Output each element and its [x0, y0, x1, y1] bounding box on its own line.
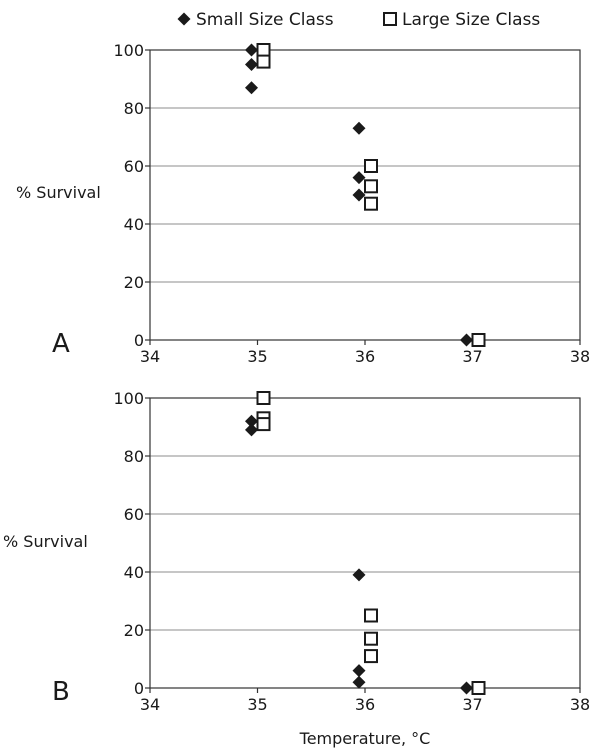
data-points [245, 391, 486, 695]
large-size-class-point [256, 417, 271, 432]
large-size-class-point [364, 649, 378, 664]
x-tick-label: 37 [462, 347, 482, 366]
y-axis-title: % Survival [16, 183, 101, 202]
x-tick-label: 37 [462, 695, 482, 714]
panel-label: A [52, 329, 70, 359]
y-tick-label: 60 [124, 157, 144, 176]
y-tick-label: 40 [124, 563, 144, 582]
large-size-class-point [256, 43, 271, 57]
small-size-class-point [460, 681, 473, 695]
x-axis-title: Temperature, °C [299, 729, 431, 748]
small-size-class-point [352, 121, 366, 135]
large-size-class-point [256, 391, 271, 405]
x-tick-labels: 34 35 36 37 38 [140, 347, 590, 366]
y-tick-label: 100 [113, 389, 144, 408]
small-size-class-point [352, 188, 366, 202]
large-size-class-point [364, 631, 378, 646]
panel-b: % Survival B 0 20 40 60 80 100 34 35 36 37 38 Tem… [3, 389, 590, 748]
y-axis-title: % Survival [3, 532, 88, 551]
legend-square-marker [383, 12, 397, 26]
x-tick-label: 36 [355, 347, 375, 366]
panel-label: B [52, 677, 70, 707]
x-tick-label: 38 [570, 347, 590, 366]
x-tick-label: 34 [140, 347, 160, 366]
small-size-class-point [245, 414, 258, 428]
small-size-class-point [460, 333, 473, 347]
gridlines [145, 397, 581, 693]
panel-a: % Survival A 0 20 40 60 80 100 34 35 36 37 38 [16, 41, 590, 366]
legend-label-small-size-class: Small Size Class [196, 10, 334, 30]
legend-label-large-size-class: Large Size Class [402, 10, 540, 30]
y-tick-label: 0 [134, 331, 144, 350]
data-points [245, 43, 486, 347]
large-size-class-point [256, 54, 271, 69]
small-size-class-point [352, 171, 366, 185]
small-size-class-point [245, 58, 258, 71]
x-tick-label: 35 [247, 347, 267, 366]
large-size-class-point [471, 681, 486, 695]
small-size-class-point [245, 81, 258, 95]
small-size-class-point [352, 568, 366, 582]
x-tick-labels: 34 35 36 37 38 [140, 695, 590, 714]
small-size-class-point [352, 675, 366, 689]
y-tick-label: 20 [124, 273, 144, 292]
y-tick-label: 20 [124, 621, 144, 640]
x-tick-label: 35 [247, 695, 267, 714]
small-size-class-point [245, 423, 258, 437]
large-size-class-point [364, 608, 378, 623]
legend-item-small-size-class: Small Size Class [177, 10, 334, 30]
y-tick-label: 100 [113, 41, 144, 60]
y-tick-label: 0 [134, 679, 144, 698]
y-tick-labels: 0 20 40 60 80 100 [113, 41, 144, 350]
small-size-class-point [245, 43, 258, 57]
y-tick-labels: 0 20 40 60 80 100 [113, 389, 144, 698]
large-size-class-point [364, 159, 378, 173]
large-size-class-point [471, 333, 486, 347]
large-size-class-point [364, 196, 378, 211]
y-tick-label: 60 [124, 505, 144, 524]
y-tick-label: 80 [124, 447, 144, 466]
x-tick-label: 38 [570, 695, 590, 714]
x-tick-label: 36 [355, 695, 375, 714]
legend: Small Size Class Large Size Class [177, 10, 540, 30]
x-tick-label: 34 [140, 695, 160, 714]
large-size-class-point [364, 179, 378, 194]
y-tick-label: 80 [124, 99, 144, 118]
small-size-class-point [352, 664, 366, 678]
legend-diamond-marker [177, 12, 191, 26]
legend-item-large-size-class: Large Size Class [383, 10, 540, 30]
y-tick-label: 40 [124, 215, 144, 234]
